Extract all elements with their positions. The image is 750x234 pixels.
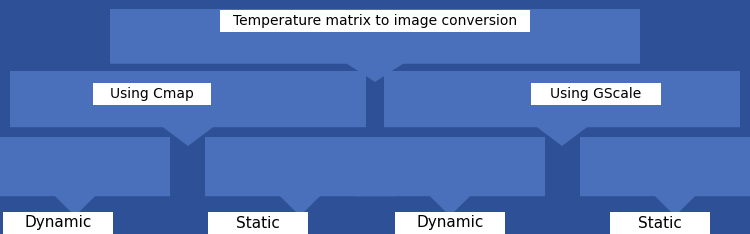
Text: Dynamic: Dynamic: [24, 216, 92, 230]
Text: Dynamic: Dynamic: [416, 216, 484, 230]
FancyBboxPatch shape: [531, 83, 661, 105]
FancyBboxPatch shape: [395, 212, 505, 234]
Text: Using Cmap: Using Cmap: [110, 87, 194, 101]
Text: Using GScale: Using GScale: [550, 87, 641, 101]
Polygon shape: [110, 9, 640, 82]
Polygon shape: [0, 137, 170, 216]
FancyBboxPatch shape: [610, 212, 710, 234]
Polygon shape: [580, 137, 750, 216]
Polygon shape: [355, 137, 545, 216]
FancyBboxPatch shape: [93, 83, 211, 105]
Polygon shape: [10, 71, 366, 146]
FancyBboxPatch shape: [208, 212, 308, 234]
Text: Temperature matrix to image conversion: Temperature matrix to image conversion: [233, 14, 517, 28]
Text: Static: Static: [236, 216, 280, 230]
FancyBboxPatch shape: [220, 10, 530, 32]
Text: Static: Static: [638, 216, 682, 230]
Polygon shape: [205, 137, 395, 216]
Polygon shape: [384, 71, 740, 146]
FancyBboxPatch shape: [3, 212, 113, 234]
